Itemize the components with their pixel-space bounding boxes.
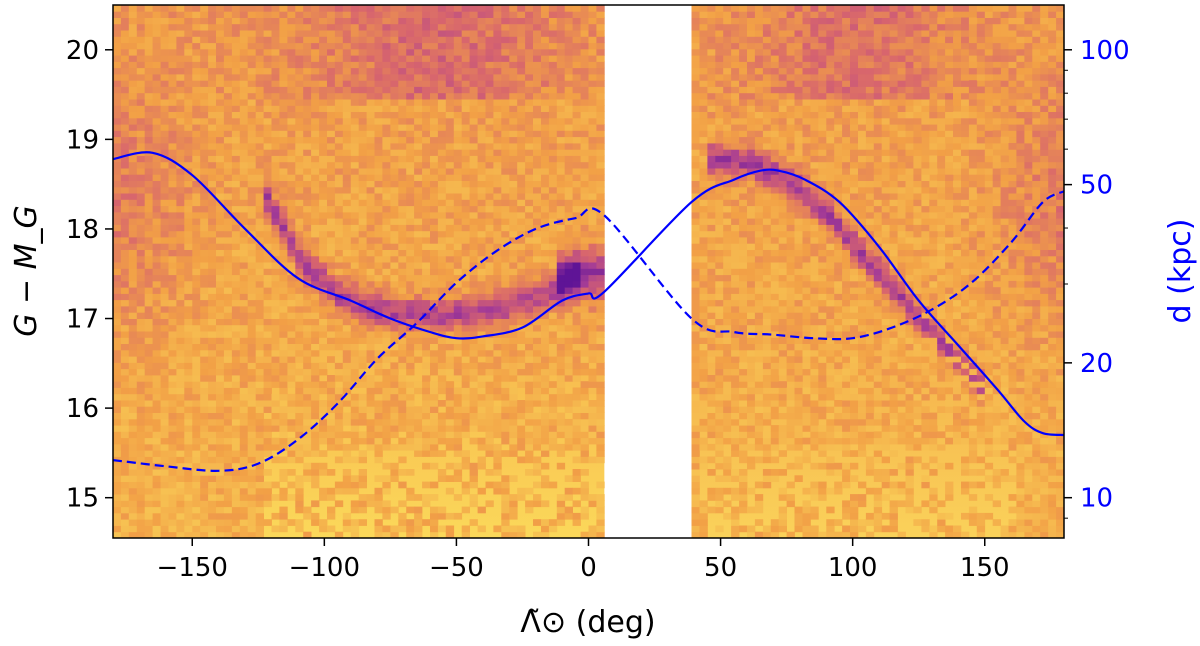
heatmap-cells [113,5,1064,538]
x-tick-label: 50 [704,553,737,583]
x-tick-label: 0 [580,553,597,583]
y-axis-right: 10 20 50 100 [1064,36,1130,519]
y-tick-label: 15 [66,484,99,514]
y2-tick-label: 100 [1080,36,1130,66]
x-tick-label: 150 [960,553,1010,583]
distance-curves [113,151,1064,472]
y-tick-label: 17 [66,305,99,335]
y-tick-label: 18 [66,215,99,245]
x-axis: −150 −100 −50 0 50 100 150 [157,538,1010,583]
x-tick-label: −100 [289,553,360,583]
y2-tick-label: 10 [1080,484,1113,514]
x-tick-label: 100 [828,553,878,583]
y2-axis-title: d (kpc) [1163,219,1198,324]
density-heatmap [113,5,1064,538]
y-axis-title: G − M_G [9,205,44,337]
distance-curve-dashed [113,190,1064,472]
x-tick-label: −150 [157,553,228,583]
x-axis-title: Λ̃⊙ (deg) [520,605,655,640]
y2-tick-label: 50 [1080,171,1113,201]
y2-tick-label: 20 [1080,349,1113,379]
y-tick-label: 20 [66,36,99,66]
y-tick-label: 16 [66,394,99,424]
y-tick-label: 19 [66,125,99,155]
x-tick-label: −50 [429,553,484,583]
y-axis-left: 15 16 17 18 19 20 [66,36,113,514]
distance-curve-solid [113,151,1064,437]
